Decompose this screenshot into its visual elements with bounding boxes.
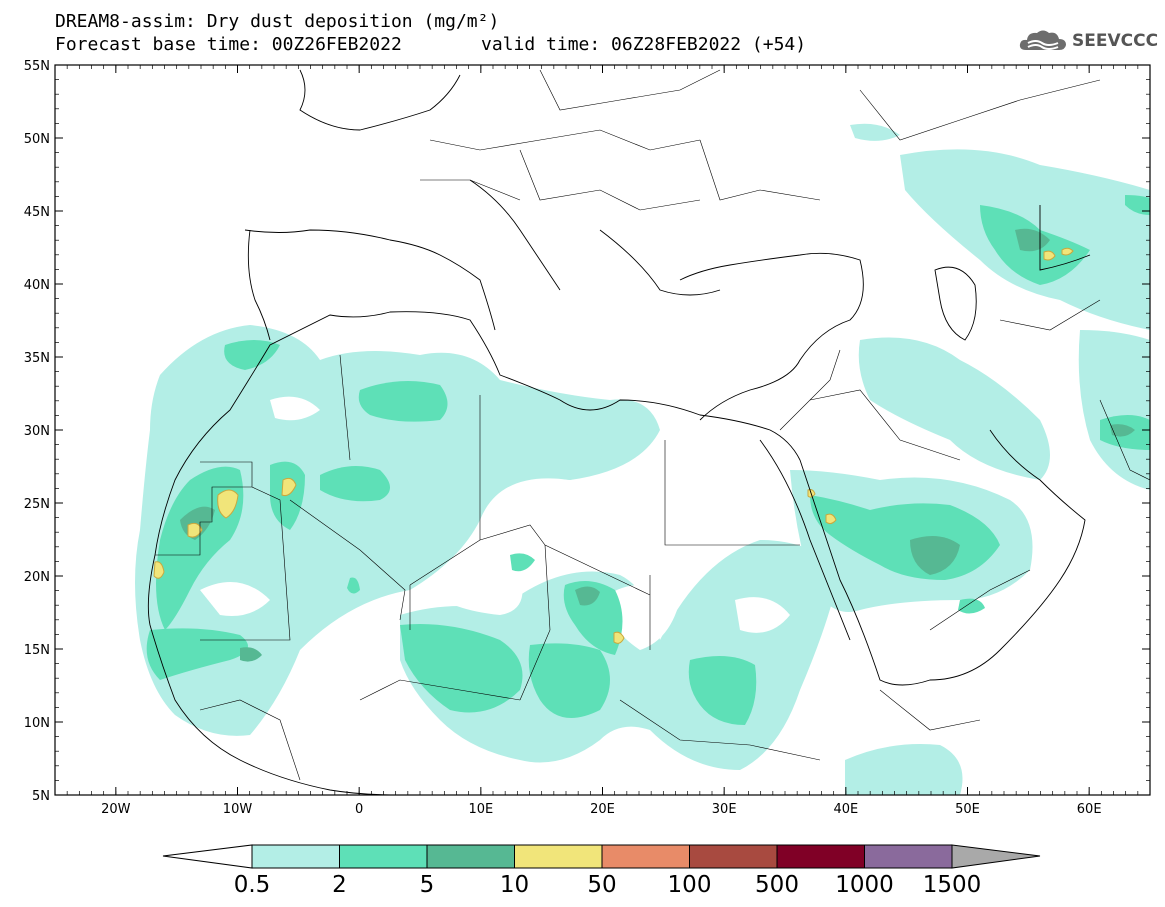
lon-tick-label: 10E [468, 802, 493, 817]
lat-tick-label: 10N [24, 716, 50, 731]
dust-level-5 [180, 228, 1135, 662]
colorbar-under-arrow [162, 844, 253, 869]
colorbar-label: 0.5 [234, 872, 271, 898]
lat-tick-label: 20N [24, 570, 50, 585]
lat-tick-label: 45N [24, 205, 50, 220]
lon-tick-label: 50E [955, 802, 980, 817]
lat-tick-label: 35N [24, 351, 50, 366]
colorbar-label: 5 [420, 872, 435, 898]
colorbar-label: 50 [587, 872, 616, 898]
colorbar-label: 1000 [835, 872, 894, 898]
lon-tick-label: 0 [355, 802, 363, 817]
lat-tick-label: 30N [24, 424, 50, 439]
forecast-base-time: Forecast base time: 00Z26FEB2022 [55, 34, 402, 55]
colorbar-swatch [776, 844, 865, 869]
lon-tick-label: 40E [833, 802, 858, 817]
cloud-icon [1019, 30, 1066, 50]
colorbar-label: 500 [755, 872, 799, 898]
logo-text: SEEVCCC [1072, 31, 1159, 51]
map-title: DREAM8-assim: Dry dust deposition (mg/m²… [55, 11, 500, 32]
colorbar-over-arrow [951, 844, 1041, 869]
lon-tick-label: 60E [1077, 802, 1102, 817]
colorbar-swatch [514, 844, 603, 869]
seevccc-logo: SEEVCCC [1018, 28, 1158, 54]
lon-tick-label: 30E [712, 802, 737, 817]
lat-tick-label: 55N [24, 59, 50, 74]
colorbar-label: 2 [332, 872, 347, 898]
latitude-axis: 55N 50N 45N 40N 35N 30N 25N 20N 15N 10N 5N [24, 59, 1150, 804]
lon-tick-label: 10W [223, 802, 253, 817]
lat-tick-label: 50N [24, 132, 50, 147]
lat-tick-label: 25N [24, 497, 50, 512]
dust-holes [200, 396, 790, 650]
colorbar-swatch [601, 844, 690, 869]
colorbar-swatch [426, 844, 515, 869]
country-borders [155, 69, 1150, 781]
colorbar: 0.5 2 5 10 50 100 500 1000 1500 [162, 844, 1041, 898]
colorbar-swatch [251, 844, 340, 869]
lon-tick-label: 20W [101, 802, 131, 817]
colorbar-label: 100 [668, 872, 712, 898]
lat-tick-label: 15N [24, 643, 50, 658]
colorbar-swatch [689, 844, 778, 869]
dust-level-10 [153, 247, 1074, 644]
longitude-axis: 20W 10W 0 10E 20E 30E 40E 50E 60E [54, 65, 1151, 817]
lat-tick-label: 40N [24, 278, 50, 293]
colorbar-swatch [339, 844, 428, 869]
colorbar-label: 1500 [923, 872, 982, 898]
lon-tick-label: 20E [590, 802, 615, 817]
valid-time: valid time: 06Z28FEB2022 (+54) [481, 34, 807, 55]
colorbar-swatch [864, 844, 953, 869]
dust-fields [135, 123, 1150, 795]
colorbar-label: 10 [500, 872, 529, 898]
lat-tick-label: 5N [32, 789, 50, 804]
coastlines [147, 69, 1091, 795]
